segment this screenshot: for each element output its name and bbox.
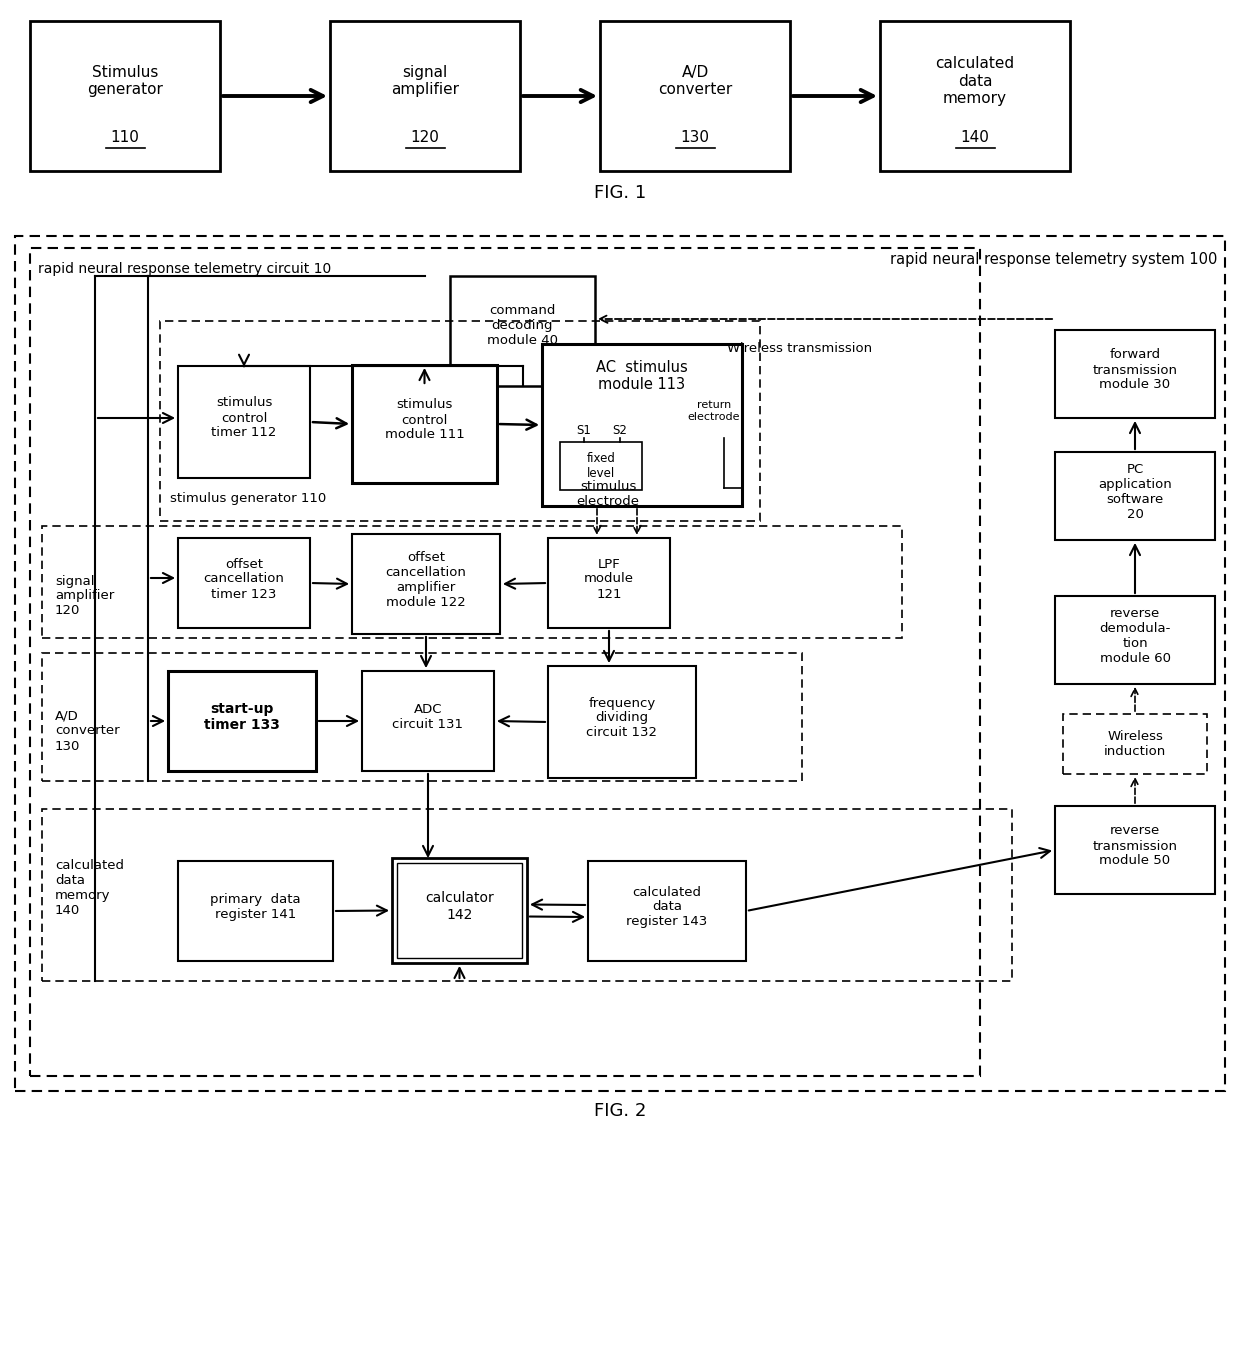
Bar [352,534,500,635]
Bar [352,365,497,483]
Bar [42,810,1012,980]
Bar [588,861,746,961]
Text: return
electrode: return electrode [688,400,740,422]
Text: FIG. 2: FIG. 2 [594,1102,646,1120]
Text: calculated
data
memory
140: calculated data memory 140 [55,858,124,917]
Text: FIG. 1: FIG. 1 [594,184,646,202]
Bar [30,20,219,171]
Bar [397,862,522,957]
Text: Wireless transmission: Wireless transmission [728,343,873,355]
Bar [330,20,520,171]
Bar [42,526,901,639]
Bar [167,671,316,772]
Bar [548,666,696,778]
Bar [160,321,760,521]
Text: offset
cancellation
amplifier
module 122: offset cancellation amplifier module 122 [386,551,466,609]
Text: calculated
data
memory: calculated data memory [935,56,1014,106]
Bar [1055,330,1215,418]
Text: S2: S2 [613,424,627,438]
Text: forward
transmission
module 30: forward transmission module 30 [1092,348,1178,392]
Bar [542,344,742,506]
Text: stimulus generator 110: stimulus generator 110 [170,492,326,504]
Bar [15,236,1225,1092]
Text: rapid neural response telemetry circuit 10: rapid neural response telemetry circuit … [38,262,331,277]
Text: A/D
converter: A/D converter [658,65,732,98]
Text: start-up
timer 133: start-up timer 133 [205,702,280,732]
Bar [880,20,1070,171]
Bar [179,861,334,961]
Text: fixed
level: fixed level [587,452,615,480]
Text: primary  data
register 141: primary data register 141 [211,894,301,921]
Text: S1: S1 [577,424,591,438]
Text: 140: 140 [961,130,990,145]
Text: command
decoding
module 40: command decoding module 40 [487,305,558,347]
Text: AC  stimulus
module 113: AC stimulus module 113 [596,359,688,392]
Text: ADC
circuit 131: ADC circuit 131 [393,702,464,731]
Bar [548,538,670,628]
Bar [30,248,980,1077]
Bar [42,654,802,781]
Text: stimulus
control
module 111: stimulus control module 111 [384,399,464,442]
Text: signal
amplifier: signal amplifier [391,65,459,98]
Text: signal
amplifier
120: signal amplifier 120 [55,575,114,617]
Bar [362,671,494,772]
Text: 120: 120 [410,130,439,145]
Bar [1055,452,1215,540]
Text: Stimulus
generator: Stimulus generator [87,65,162,98]
Bar [560,442,642,490]
Text: calculated
data
register 143: calculated data register 143 [626,885,708,929]
Bar [179,538,310,628]
Text: reverse
demodula-
tion
module 60: reverse demodula- tion module 60 [1100,607,1171,664]
Text: 130: 130 [681,130,709,145]
Text: frequency
dividing
circuit 132: frequency dividing circuit 132 [587,697,657,739]
Bar [392,858,527,963]
Bar [179,366,310,479]
Bar [450,277,595,386]
Text: Wireless
induction: Wireless induction [1104,730,1166,758]
Text: reverse
transmission
module 50: reverse transmission module 50 [1092,824,1178,868]
Bar [1055,805,1215,894]
Text: stimulus
electrode: stimulus electrode [577,480,640,508]
Text: 110: 110 [110,130,139,145]
Text: LPF
module
121: LPF module 121 [584,557,634,601]
Bar [600,20,790,171]
Text: offset
cancellation
timer 123: offset cancellation timer 123 [203,557,284,601]
Bar [1055,597,1215,683]
Bar [1063,715,1207,774]
Text: A/D
converter
130: A/D converter 130 [55,709,119,753]
Text: calculator
142: calculator 142 [425,891,494,922]
Text: PC
application
software
20: PC application software 20 [1099,462,1172,521]
Text: stimulus
control
timer 112: stimulus control timer 112 [211,396,277,439]
Text: rapid neural response telemetry system 100: rapid neural response telemetry system 1… [889,252,1216,267]
